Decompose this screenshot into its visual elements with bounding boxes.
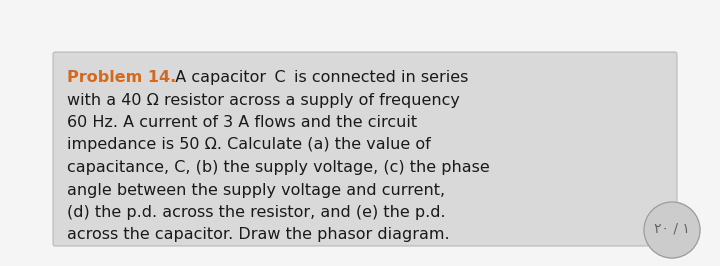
Text: (d) the p.d. across the resistor, and (e) the p.d.: (d) the p.d. across the resistor, and (e…: [67, 205, 446, 220]
Text: Problem 14.: Problem 14.: [67, 70, 176, 85]
Text: capacitance, C, (b) the supply voltage, (c) the phase: capacitance, C, (b) the supply voltage, …: [67, 160, 490, 175]
Text: ۲۰ / ١: ۲۰ / ١: [654, 221, 690, 235]
Circle shape: [644, 202, 700, 258]
Text: A capacitor  C  is connected in series: A capacitor C is connected in series: [165, 70, 469, 85]
FancyBboxPatch shape: [53, 52, 677, 246]
Text: with a 40 Ω resistor across a supply of frequency: with a 40 Ω resistor across a supply of …: [67, 93, 460, 107]
Text: angle between the supply voltage and current,: angle between the supply voltage and cur…: [67, 182, 445, 197]
Text: across the capacitor. Draw the phasor diagram.: across the capacitor. Draw the phasor di…: [67, 227, 449, 243]
Text: impedance is 50 Ω. Calculate (a) the value of: impedance is 50 Ω. Calculate (a) the val…: [67, 138, 431, 152]
Text: 60 Hz. A current of 3 A flows and the circuit: 60 Hz. A current of 3 A flows and the ci…: [67, 115, 417, 130]
